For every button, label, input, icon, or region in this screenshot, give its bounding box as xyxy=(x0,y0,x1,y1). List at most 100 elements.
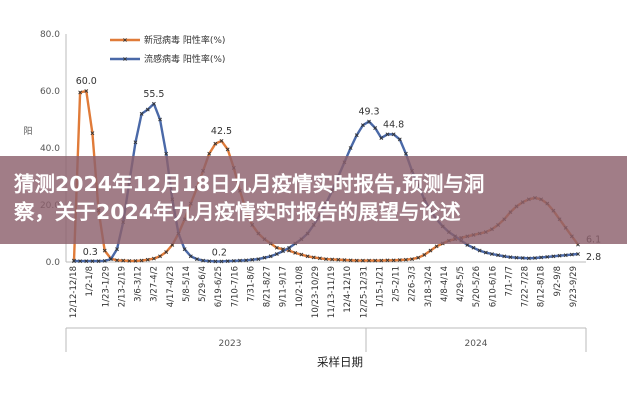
data-point-marker xyxy=(133,140,138,145)
data-point-marker xyxy=(502,254,507,259)
data-point-marker xyxy=(213,259,218,264)
headline-line-2: 察，关于2024年九月疫情实时报告的展望与论述 xyxy=(14,200,461,224)
x-tick-label: 12/12-12/18 xyxy=(69,266,79,318)
data-point-marker xyxy=(72,259,76,264)
data-point-marker xyxy=(256,257,261,262)
data-point-marker xyxy=(367,258,371,263)
data-point-marker xyxy=(188,254,193,259)
data-point-marker xyxy=(373,258,378,263)
data-point-marker xyxy=(287,245,292,250)
year-label: 2024 xyxy=(465,339,488,349)
data-point-marker xyxy=(225,147,230,152)
data-point-marker xyxy=(576,252,580,256)
data-point-marker xyxy=(520,256,525,260)
data-point-marker xyxy=(330,257,335,262)
x-tick-label: 6/10-6/16 xyxy=(488,266,498,307)
data-point-marker xyxy=(274,252,279,256)
data-point-marker xyxy=(219,138,224,143)
y-axis-label: 阳 xyxy=(23,126,32,137)
data-point-marker xyxy=(213,141,218,146)
data-point-marker xyxy=(324,257,328,262)
data-point-marker xyxy=(102,258,107,263)
data-point-marker xyxy=(164,151,169,156)
data-point-marker xyxy=(533,256,537,260)
data-point-marker xyxy=(410,257,414,262)
data-point-marker xyxy=(139,258,144,263)
data-point-marker xyxy=(508,255,513,260)
data-point-marker xyxy=(422,252,427,257)
data-point-marker xyxy=(434,244,439,249)
data-point-marker xyxy=(201,258,205,263)
data-point-marker xyxy=(299,252,304,257)
data-point-marker xyxy=(274,245,279,250)
data-point-marker xyxy=(250,257,255,262)
data-point-marker xyxy=(379,136,384,140)
data-label: 0.3 xyxy=(83,247,98,258)
data-point-marker xyxy=(244,258,249,263)
data-point-marker xyxy=(133,258,138,263)
data-point-marker xyxy=(403,151,408,156)
data-label: 0.2 xyxy=(212,247,227,258)
data-point-marker xyxy=(195,257,199,262)
data-point-marker xyxy=(514,255,519,260)
data-point-marker xyxy=(403,257,408,262)
data-point-marker xyxy=(115,258,119,263)
headline-line-1: 猜测2024年12月18日九月疫情实时报告,预测与洞 xyxy=(14,172,485,196)
x-tick-label: 3/27-4/2 xyxy=(150,266,160,302)
data-point-marker xyxy=(397,258,402,262)
data-point-marker xyxy=(207,151,212,156)
x-tick-label: 11/13-11/19 xyxy=(327,266,337,318)
legend-marker xyxy=(123,38,127,42)
x-tick-label: 3/6-3/12 xyxy=(134,266,144,302)
x-tick-label: 4/17-4/23 xyxy=(166,266,176,307)
data-point-marker xyxy=(90,131,95,136)
legend-marker xyxy=(123,57,127,61)
data-point-marker xyxy=(268,254,273,259)
x-tick-label: 4/29-5/5 xyxy=(456,266,466,302)
data-point-marker xyxy=(496,253,501,258)
y-tick-label: 60.0 xyxy=(40,87,60,97)
data-point-marker xyxy=(78,259,83,264)
x-tick-label: 7/22-7/28 xyxy=(521,266,531,307)
data-point-marker xyxy=(490,252,494,256)
x-tick-label: 9/11-9/17 xyxy=(279,266,289,307)
data-point-marker xyxy=(151,256,156,261)
data-label: 42.5 xyxy=(211,126,232,137)
data-point-marker xyxy=(127,258,132,263)
x-tick-label: 3/18-3/24 xyxy=(424,266,434,307)
data-point-marker xyxy=(84,259,89,264)
x-tick-label: 9/23-9/29 xyxy=(569,266,579,307)
data-point-marker xyxy=(545,254,550,259)
data-point-marker xyxy=(121,258,126,263)
data-point-marker xyxy=(342,258,347,262)
data-point-marker xyxy=(84,89,89,93)
x-tick-label: 1/15-1/21 xyxy=(375,266,385,307)
data-point-marker xyxy=(311,255,316,260)
data-point-marker xyxy=(78,90,83,95)
x-tick-label: 8/12-8/18 xyxy=(537,266,547,307)
x-tick-label: 10/2-10/8 xyxy=(295,266,305,307)
x-tick-label: 1/23-1/29 xyxy=(101,266,111,307)
data-point-marker xyxy=(354,133,359,138)
data-label: 2.8 xyxy=(586,252,601,263)
x-tick-label: 12/4-12/10 xyxy=(343,266,353,313)
x-tick-label: 10/23-10/29 xyxy=(311,266,321,318)
x-tick-label: 7/1-7/7 xyxy=(504,266,514,296)
x-tick-label: 5/29-6/4 xyxy=(198,266,208,302)
data-point-marker xyxy=(293,250,298,255)
headline-banner: 猜测2024年12月18日九月疫情实时报告,预测与洞 察，关于2024年九月疫情… xyxy=(0,156,627,244)
data-point-marker xyxy=(563,253,568,258)
data-point-marker xyxy=(428,248,433,253)
data-point-marker xyxy=(367,119,371,124)
x-tick-label: 5/20-5/26 xyxy=(472,266,482,307)
y-tick-label: 80.0 xyxy=(40,30,60,40)
data-point-marker xyxy=(385,258,390,263)
data-point-marker xyxy=(139,111,144,116)
data-label: 49.3 xyxy=(358,106,379,117)
data-point-marker xyxy=(360,123,365,128)
data-point-marker xyxy=(225,259,230,264)
data-point-marker xyxy=(145,257,150,262)
data-point-marker xyxy=(115,247,119,252)
data-point-marker xyxy=(182,247,187,252)
x-tick-label: 8/21-8/27 xyxy=(263,266,273,307)
